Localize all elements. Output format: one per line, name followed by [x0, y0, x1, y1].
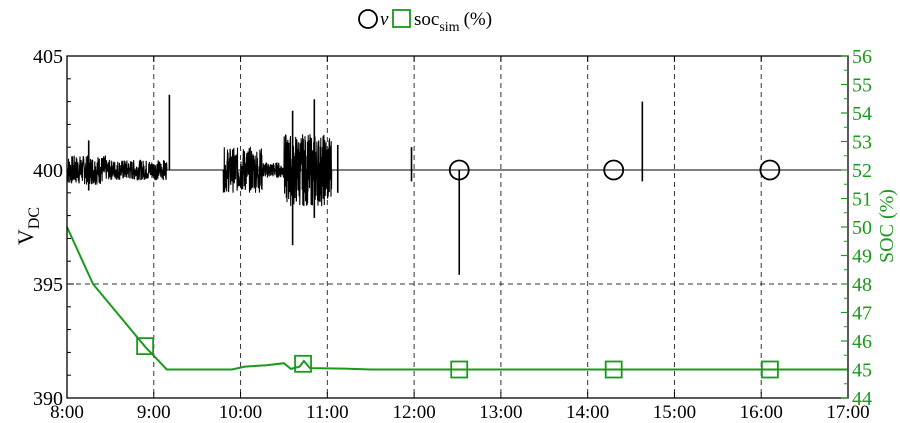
y-right-tick-label: 53 — [852, 132, 872, 154]
y-left-tick-label: 400 — [33, 160, 63, 182]
legend-soc-sub: sim — [439, 20, 459, 35]
y-left-label-main: V — [13, 229, 38, 245]
plot-frame — [66, 55, 849, 399]
soc-marker — [294, 354, 312, 373]
y-left-label-sub: DC — [26, 207, 43, 229]
soc-series-line — [66, 226, 848, 371]
y-right-tick-label: 46 — [852, 331, 872, 353]
v-series-line — [66, 134, 848, 207]
y-right-tick-label: 52 — [852, 160, 872, 182]
x-tick-label: 13:00 — [479, 402, 522, 423]
x-tick-label: 17:00 — [826, 402, 869, 423]
soc-marker — [450, 360, 469, 379]
y-right-tick-label: 47 — [852, 303, 872, 325]
x-tick-label: 16:00 — [740, 402, 783, 423]
series-layer — [66, 94, 848, 379]
legend-v-marker — [358, 9, 378, 29]
soc-marker — [136, 337, 155, 356]
legend-soc-label: socsim (%) — [414, 9, 492, 35]
y-right-tick-label: 48 — [852, 274, 872, 296]
y-left-tick-label: 390 — [33, 388, 63, 410]
v-marker — [603, 159, 625, 181]
soc-marker — [604, 360, 623, 379]
x-tick-label: 12:00 — [392, 402, 435, 423]
x-tick-label: 15:00 — [653, 402, 696, 423]
y-right-tick-label: 51 — [852, 189, 872, 211]
y-right-tick-label: 49 — [852, 246, 872, 268]
soc-marker — [761, 360, 779, 379]
y-left-tick-label: 405 — [33, 46, 63, 68]
grid-layer — [67, 56, 848, 398]
y-right-label: SOC (%) — [876, 189, 898, 263]
legend-soc-unit: (%) — [464, 9, 492, 30]
y-right-tick-label: 44 — [852, 388, 872, 410]
y-right-tick-label: 55 — [852, 75, 872, 97]
v-marker — [759, 159, 781, 181]
y-right-tick-label: 56 — [852, 46, 872, 68]
y-left-label: VDC — [13, 207, 43, 245]
y-right-tick-label: 54 — [852, 103, 872, 125]
v-marker — [448, 159, 470, 181]
legend-soc-main: soc — [414, 9, 439, 30]
y-left-tick-label: 395 — [33, 274, 63, 296]
axis-layer: 8:00 9:00 10:00 11:00 12:00 13:00 14:00 15:00 16… — [33, 46, 872, 423]
legend-v-label: v — [380, 9, 389, 30]
x-tick-label: 8:00 — [50, 402, 84, 423]
x-tick-label: 10:00 — [219, 402, 262, 423]
x-tick-label: 14:00 — [566, 402, 609, 423]
legend-soc-marker — [392, 9, 411, 28]
y-right-tick-label: 50 — [852, 217, 872, 239]
x-tick-label: 11:00 — [306, 402, 349, 423]
y-right-tick-label: 45 — [852, 360, 872, 382]
legend: v socsim (%) — [358, 9, 492, 35]
x-tick-label: 9:00 — [137, 402, 171, 423]
